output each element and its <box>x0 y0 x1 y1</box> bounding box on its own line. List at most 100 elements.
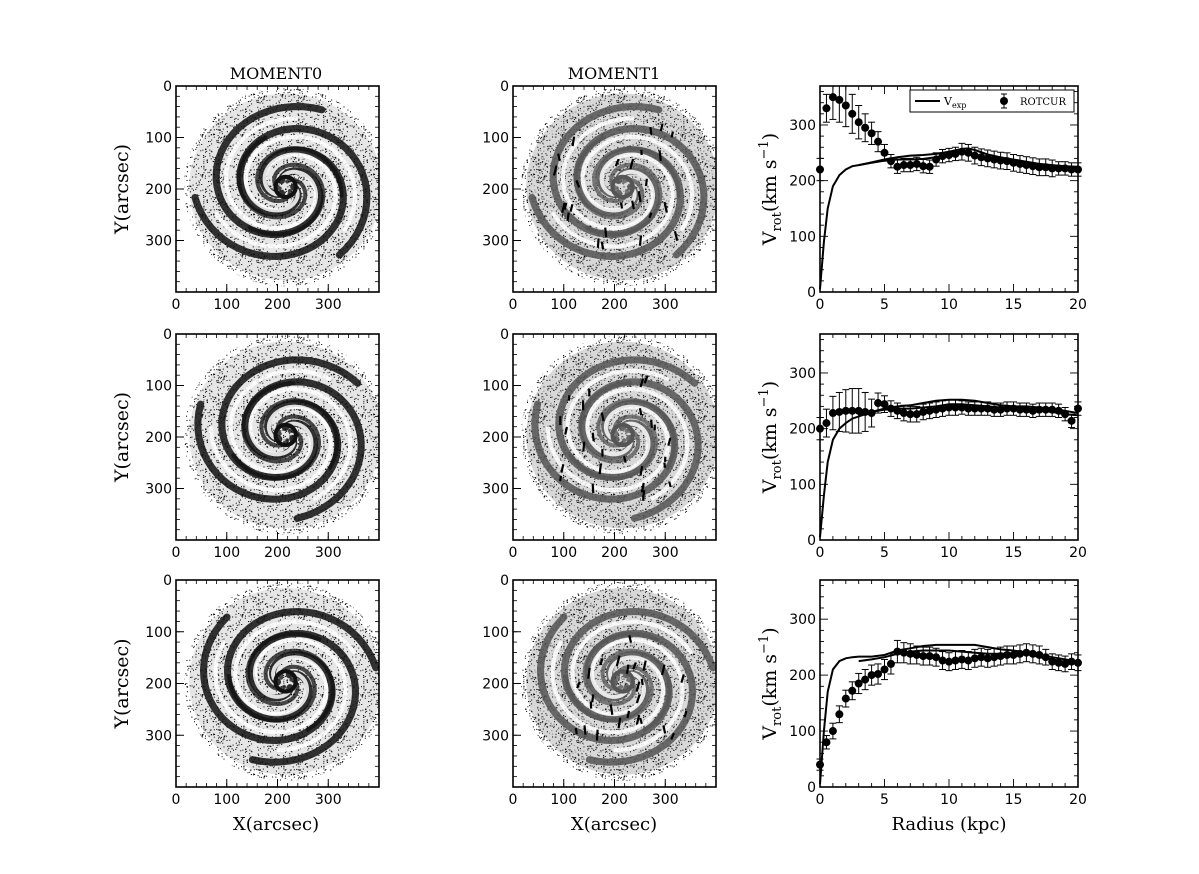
y-tick-label: 300 <box>789 612 816 628</box>
inter-arm-gap <box>208 404 333 493</box>
x-tick-label: 15 <box>1005 792 1023 808</box>
velocity-contour-mark <box>600 241 605 250</box>
rotcur-point <box>964 404 973 413</box>
y-tick-label: 0 <box>163 327 172 343</box>
galaxy-core <box>273 422 298 448</box>
y-axis-label: Vrot(km s−1) <box>757 627 785 740</box>
y-tick-label: 100 <box>789 477 816 493</box>
rotcur-point <box>977 404 986 413</box>
velocity-contour-mark <box>552 165 558 176</box>
map-panel-row2-moment0: 0 0 100 100 200 200 300 300 Y(arcsec) <box>111 327 380 561</box>
velocity-contour-mark <box>670 732 676 740</box>
rotcur-point <box>880 665 889 674</box>
rotcur-point <box>983 154 992 163</box>
velocity-contour-mark <box>566 212 570 222</box>
inter-arm-gap <box>228 368 332 474</box>
rotcur-point <box>854 118 863 127</box>
rotcur-point <box>1015 649 1024 658</box>
y-tick-label: 300 <box>145 234 172 250</box>
rotcur-point <box>828 93 837 102</box>
y-tick-label: 200 <box>145 182 172 198</box>
velocity-contour-mark <box>683 710 688 718</box>
velocity-contour-mark <box>642 660 647 671</box>
velocity-contour-mark <box>591 483 595 494</box>
rotcur-point <box>932 653 941 662</box>
rotcur-point <box>1048 164 1057 173</box>
rotcur-point <box>1003 650 1012 659</box>
rotcur-point <box>925 652 934 661</box>
velocity-contour-mark <box>604 227 608 238</box>
velocity-contour-mark <box>638 407 643 416</box>
y-tick-label: 0 <box>500 327 509 343</box>
y-tick-label: 100 <box>145 379 172 395</box>
rotcur-point <box>1022 405 1031 414</box>
velocity-contour-mark <box>642 490 646 501</box>
y-tick-label: 300 <box>482 234 509 250</box>
legend-point-swatch <box>1000 97 1008 105</box>
inter-arm-gap <box>243 134 358 232</box>
ylabel-unit: (km s <box>759 654 781 707</box>
rotcur-point <box>899 161 908 170</box>
rotcur-point <box>886 659 895 668</box>
rotcur-point <box>867 671 876 680</box>
rotcur-point <box>938 152 947 161</box>
map-panel-row2-moment1: 0 0 100 100 200 200 300 300 <box>482 327 717 561</box>
ylabel-v: V <box>759 479 781 494</box>
rotcur-point <box>938 404 947 413</box>
spiral-arm-inner <box>245 631 322 706</box>
y-tick-label: 100 <box>482 625 509 641</box>
y-tick-label: 300 <box>145 728 172 744</box>
rotcur-point <box>970 654 979 663</box>
velocity-contour-mark <box>668 481 672 488</box>
rotcur-point <box>945 403 953 412</box>
rotcur-point <box>1028 649 1037 658</box>
rotcur-point <box>1028 162 1037 171</box>
y-tick-label: 200 <box>145 430 172 446</box>
rotcur-point <box>970 151 979 160</box>
y-tick-label: 200 <box>789 422 816 438</box>
velocity-contour-mark <box>635 714 641 725</box>
ylabel-close: ) <box>759 133 781 140</box>
y-tick-label: 300 <box>482 482 509 498</box>
rotcur-point <box>996 405 1005 414</box>
rotcur-point <box>880 400 889 409</box>
velocity-contour-mark <box>640 482 645 493</box>
velocity-contour-mark <box>615 655 621 667</box>
rotcur-point <box>1048 405 1057 414</box>
velocity-contour-mark <box>561 202 566 213</box>
galaxy-core <box>273 669 298 694</box>
x-tick-label: 300 <box>652 545 679 561</box>
velocity-contour-mark <box>644 178 648 187</box>
rotcur-point <box>906 649 915 658</box>
rotcur-point <box>848 406 857 415</box>
velocity-contour-mark <box>569 203 574 212</box>
spiral-arm-inner <box>578 381 641 464</box>
x-tick-label: 100 <box>550 792 577 808</box>
x-tick-label: 0 <box>172 545 181 561</box>
inter-arm-gap <box>560 116 656 231</box>
rotcur-point <box>835 407 844 416</box>
spiral-arm-inner <box>582 631 659 706</box>
velocity-contour-mark <box>625 664 630 674</box>
velocity-contour-mark <box>680 674 685 683</box>
map-panel-row1-moment1: 0 0 100 100 200 200 300 300 <box>482 79 717 313</box>
x-tick-label: 300 <box>652 297 679 313</box>
velocity-contour-mark <box>639 465 644 476</box>
spiral-arm-inner <box>236 135 308 220</box>
x-tick-label: 0 <box>172 297 181 313</box>
galaxy-image <box>521 87 716 287</box>
rotcur-point <box>1054 406 1063 415</box>
x-tick-label: 15 <box>1005 297 1023 313</box>
x-tick-label: 100 <box>213 545 240 561</box>
inter-arm-gap <box>551 152 675 249</box>
rc-plot-area <box>816 388 1082 538</box>
rotcur-point <box>886 157 895 166</box>
velocity-contour-mark <box>637 190 642 203</box>
velocity-contour-mark <box>658 150 662 162</box>
velocity-contour-mark <box>628 635 633 643</box>
velocity-contour-mark <box>643 375 649 384</box>
rotcur-point <box>822 419 831 428</box>
rotcur-point <box>945 657 953 666</box>
